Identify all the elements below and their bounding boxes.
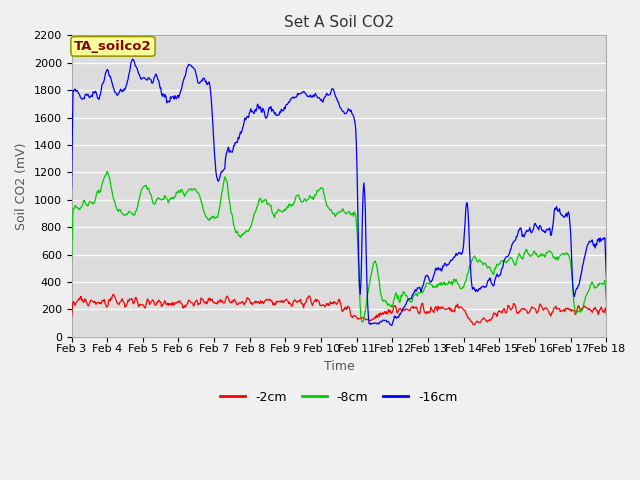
Legend: -2cm, -8cm, -16cm: -2cm, -8cm, -16cm xyxy=(215,386,463,409)
X-axis label: Time: Time xyxy=(324,360,355,373)
Text: TA_soilco2: TA_soilco2 xyxy=(74,40,152,53)
Title: Set A Soil CO2: Set A Soil CO2 xyxy=(284,15,394,30)
Y-axis label: Soil CO2 (mV): Soil CO2 (mV) xyxy=(15,142,28,230)
